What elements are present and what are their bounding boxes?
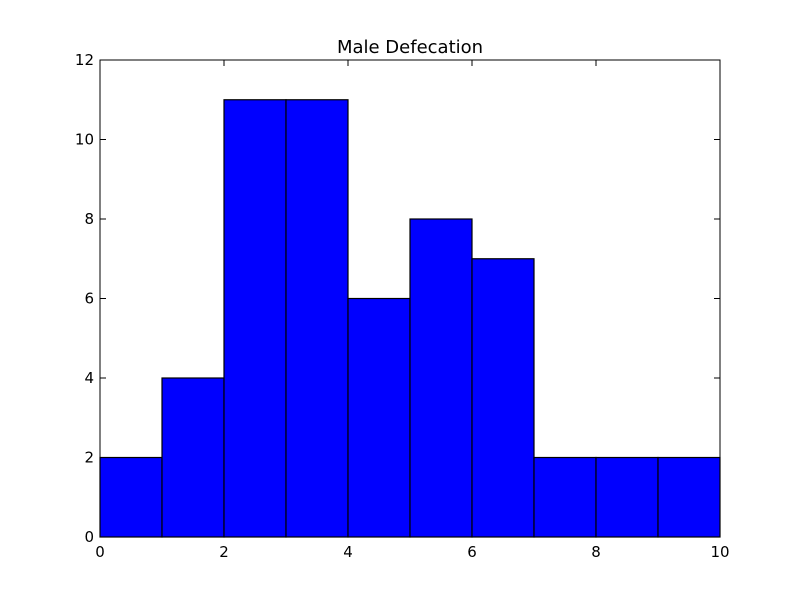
x-tick-label: 4 xyxy=(343,543,353,561)
chart-title: Male Defecation xyxy=(337,37,483,58)
histogram-bar xyxy=(285,99,349,538)
histogram-bar xyxy=(409,218,473,538)
histogram-bar xyxy=(161,377,225,538)
x-tick-label: 10 xyxy=(710,543,729,561)
x-tick-label: 0 xyxy=(95,543,105,561)
histogram-bar xyxy=(657,456,721,538)
ticks-group: 0 2 4 6 8 10 0 2 4 6 8 10 12 xyxy=(75,51,730,561)
x-tick-label: 2 xyxy=(219,543,229,561)
histogram-bar xyxy=(347,297,411,538)
y-tick-label: 12 xyxy=(75,51,94,69)
y-tick-label: 0 xyxy=(84,528,94,546)
y-tick-label: 2 xyxy=(84,449,94,467)
y-tick-label: 4 xyxy=(84,369,94,387)
histogram-bar xyxy=(471,258,535,538)
x-tick-label: 6 xyxy=(467,543,477,561)
bars-group xyxy=(99,99,721,538)
histogram-bar xyxy=(99,456,163,538)
y-tick-label: 10 xyxy=(75,131,94,149)
y-tick-label: 8 xyxy=(84,210,94,228)
histogram-bar xyxy=(595,456,659,538)
histogram-bar xyxy=(533,456,597,538)
x-tick-label: 8 xyxy=(591,543,601,561)
y-tick-label: 6 xyxy=(84,290,94,308)
histogram-bar xyxy=(223,99,287,538)
